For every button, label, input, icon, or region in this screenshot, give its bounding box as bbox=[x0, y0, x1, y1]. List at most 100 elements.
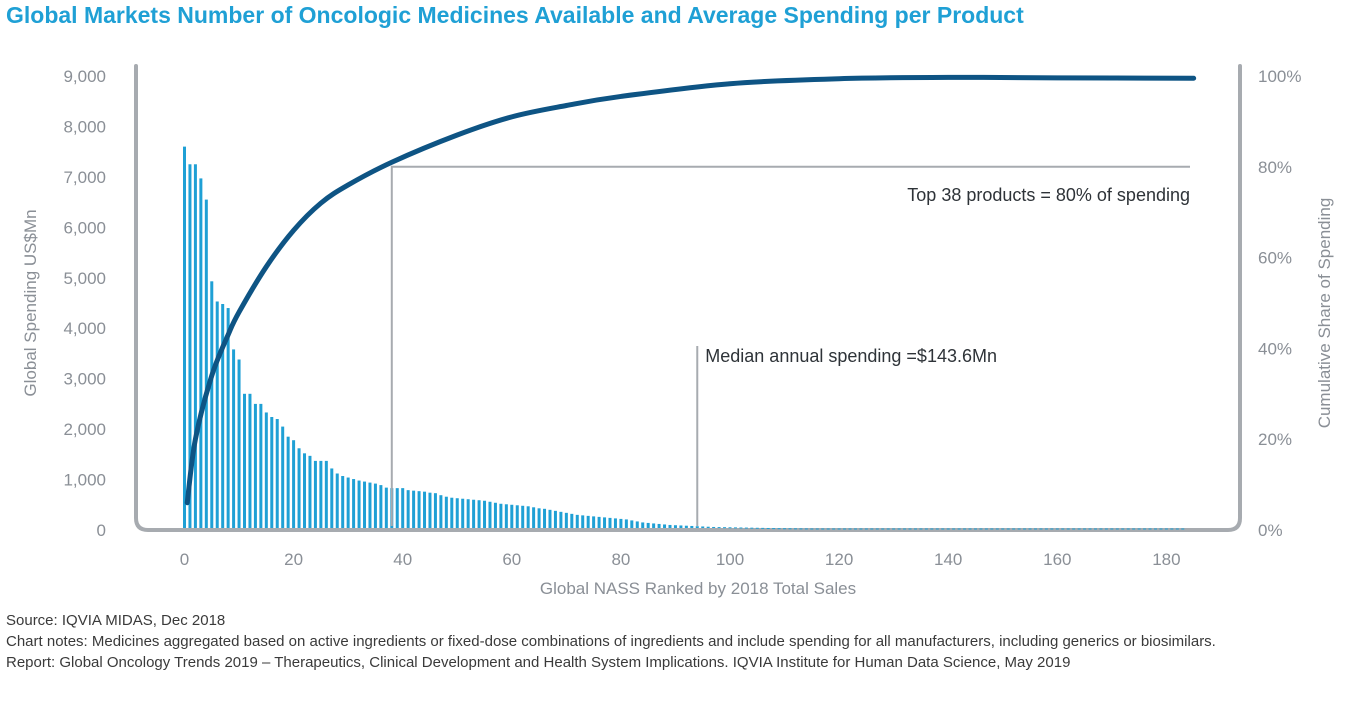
bar bbox=[363, 481, 367, 528]
bar bbox=[1001, 528, 1005, 530]
y-tick-label: 8,000 bbox=[63, 117, 106, 136]
bar bbox=[182, 146, 187, 528]
bar bbox=[826, 528, 830, 530]
bar bbox=[281, 426, 285, 528]
x-tick-label: 80 bbox=[611, 550, 630, 569]
x-tick-label: 180 bbox=[1152, 550, 1180, 569]
bar bbox=[368, 482, 372, 528]
bar bbox=[979, 528, 983, 530]
bar bbox=[821, 528, 825, 530]
bar bbox=[395, 488, 399, 528]
bar bbox=[330, 468, 334, 528]
bar bbox=[777, 528, 781, 530]
bar bbox=[783, 528, 787, 530]
bar bbox=[1110, 528, 1114, 530]
bar bbox=[428, 492, 432, 528]
bar bbox=[537, 508, 541, 528]
bar bbox=[646, 522, 650, 528]
bar bbox=[373, 483, 377, 528]
bar bbox=[1044, 528, 1048, 530]
bar bbox=[532, 507, 536, 528]
bar bbox=[1033, 528, 1037, 530]
bar bbox=[739, 527, 743, 529]
bar bbox=[1006, 528, 1010, 530]
y-tick-label: 9,000 bbox=[63, 67, 106, 86]
bar bbox=[684, 525, 688, 528]
bar bbox=[297, 448, 301, 528]
bar bbox=[570, 513, 574, 528]
bar bbox=[193, 164, 197, 528]
bar bbox=[1153, 528, 1157, 530]
bar bbox=[788, 528, 792, 530]
chart-notes-text: Chart notes: Medicines aggregated based … bbox=[6, 633, 1216, 650]
bar bbox=[1175, 528, 1179, 530]
bar bbox=[417, 491, 421, 528]
y-tick-label: 1,000 bbox=[63, 471, 106, 490]
bar bbox=[488, 501, 492, 528]
y2-tick-label: 40% bbox=[1258, 339, 1292, 358]
y-tick-label: 5,000 bbox=[63, 269, 106, 288]
bar bbox=[608, 517, 612, 528]
bar bbox=[990, 528, 994, 530]
chart-svg: Top 38 products = 80% of spending Median … bbox=[21, 64, 1334, 598]
bar bbox=[199, 178, 203, 528]
bar bbox=[346, 477, 350, 528]
bar bbox=[526, 506, 530, 528]
bar bbox=[973, 528, 977, 530]
bar bbox=[1132, 528, 1136, 530]
bar bbox=[679, 525, 683, 528]
bar bbox=[853, 528, 857, 530]
bar bbox=[444, 496, 448, 528]
axis-labels: 0 1,000 2,000 3,000 4,000 5,000 6,000 7,000 8,00… bbox=[21, 67, 1334, 598]
bar bbox=[619, 518, 623, 528]
annotation-text-top38: Top 38 products = 80% of spending bbox=[907, 185, 1190, 205]
bar bbox=[564, 512, 568, 528]
bar bbox=[581, 515, 585, 528]
bar bbox=[433, 493, 437, 528]
axes bbox=[134, 64, 1242, 532]
bar bbox=[941, 528, 945, 530]
bar bbox=[804, 528, 808, 530]
bar bbox=[1039, 528, 1043, 530]
bar bbox=[750, 527, 754, 529]
axis-frame bbox=[134, 64, 1242, 532]
bar bbox=[1017, 528, 1021, 530]
bar bbox=[1023, 528, 1027, 530]
bar bbox=[324, 460, 328, 528]
bar bbox=[1055, 528, 1059, 530]
bar bbox=[652, 523, 656, 528]
bar bbox=[641, 522, 645, 528]
bar bbox=[412, 490, 416, 528]
x-axis-label: Global NASS Ranked by 2018 Total Sales bbox=[540, 579, 856, 598]
y-tick-label: 2,000 bbox=[63, 420, 106, 439]
bar bbox=[401, 488, 405, 528]
bar bbox=[510, 504, 514, 528]
bar bbox=[984, 528, 988, 530]
bar bbox=[521, 505, 525, 528]
bar bbox=[613, 518, 617, 528]
bar bbox=[1012, 528, 1016, 530]
bar bbox=[243, 393, 247, 528]
bar bbox=[875, 528, 879, 530]
bar bbox=[1061, 528, 1065, 530]
bar bbox=[897, 528, 901, 530]
x-tick-label: 60 bbox=[502, 550, 521, 569]
bar bbox=[335, 473, 339, 528]
bar bbox=[635, 521, 639, 528]
cumulative-share-line bbox=[184, 74, 1197, 506]
bar bbox=[766, 527, 770, 529]
bar bbox=[303, 453, 307, 528]
y2-tick-label: 60% bbox=[1258, 249, 1292, 268]
bar bbox=[1143, 528, 1147, 530]
bar bbox=[1137, 528, 1141, 530]
bar bbox=[1148, 528, 1152, 530]
bar bbox=[695, 526, 699, 528]
y-tick-label: 3,000 bbox=[63, 370, 106, 389]
source-note: Source: IQVIA MIDAS, Dec 2018 bbox=[6, 612, 226, 629]
y-tick-label: 0 bbox=[97, 521, 106, 540]
bar bbox=[1121, 528, 1125, 530]
bar bbox=[712, 526, 716, 528]
y2-tick-label: 0% bbox=[1258, 521, 1283, 540]
bar bbox=[439, 495, 443, 528]
bar bbox=[1181, 528, 1185, 530]
